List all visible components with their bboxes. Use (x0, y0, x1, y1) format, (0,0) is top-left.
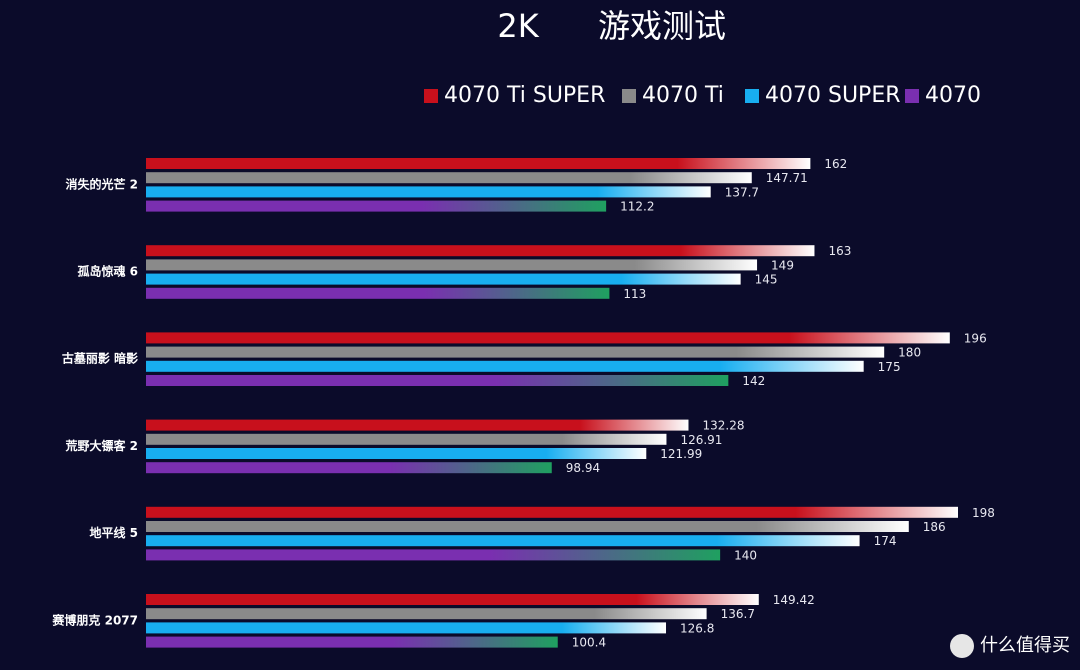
legend-label: 4070 SUPER (765, 83, 901, 108)
bar (146, 608, 707, 620)
category-label: 荒野大镖客 2 (64, 438, 138, 453)
bar (146, 636, 558, 648)
bar (146, 172, 752, 184)
value-label: 137.7 (725, 185, 759, 199)
value-label: 145 (755, 273, 778, 287)
watermark-icon (950, 634, 974, 658)
bar (146, 375, 729, 386)
bar (146, 419, 689, 431)
chart-title: 2K (497, 7, 539, 45)
bar (146, 622, 667, 634)
bar (146, 462, 552, 474)
legend-swatch (905, 89, 919, 103)
bar (146, 521, 909, 532)
bar (146, 158, 811, 169)
legend-swatch (745, 89, 759, 103)
value-label: 121.99 (660, 447, 702, 461)
value-label: 98.94 (566, 461, 600, 475)
category-label: 孤岛惊魂 6 (77, 264, 138, 279)
category-label: 消失的光芒 2 (65, 176, 138, 191)
value-label: 112.2 (620, 200, 654, 214)
value-label: 126.8 (680, 621, 714, 635)
bar (146, 186, 711, 198)
chart-subtitle: 游戏测试 (598, 7, 726, 45)
bar (146, 433, 667, 445)
value-label: 196 (964, 331, 987, 345)
value-label: 100.4 (572, 636, 606, 650)
bar (146, 200, 607, 212)
bar (146, 549, 721, 561)
bar (146, 594, 759, 605)
value-label: 175 (878, 360, 901, 374)
watermark: 什么值得买 (950, 634, 1070, 658)
value-label: 142 (742, 374, 765, 388)
bar (146, 273, 741, 285)
value-label: 149.42 (773, 593, 815, 607)
bar (146, 245, 815, 257)
watermark-text: 什么值得买 (980, 635, 1070, 656)
bar (146, 360, 864, 372)
value-label: 198 (972, 506, 995, 520)
bar (146, 448, 647, 459)
category-label: 古墓丽影 暗影 (62, 351, 138, 366)
legend-swatch (424, 89, 438, 103)
value-label: 186 (923, 520, 946, 534)
bar (146, 287, 610, 299)
legend-label: 4070 Ti (642, 83, 724, 108)
value-label: 113 (623, 287, 646, 301)
bar (146, 506, 958, 518)
bar (146, 259, 758, 271)
legend-label: 4070 (925, 83, 981, 108)
category-label: 赛博朋克 2077 (51, 612, 138, 627)
value-label: 149 (771, 258, 794, 272)
value-label: 174 (874, 534, 897, 548)
value-label: 147.71 (766, 171, 808, 185)
legend-label: 4070 Ti SUPER (444, 83, 605, 108)
legend-swatch (622, 89, 636, 103)
value-label: 140 (734, 548, 757, 562)
bar (146, 332, 950, 344)
value-label: 132.28 (702, 419, 744, 433)
bar (146, 346, 885, 358)
value-label: 126.91 (680, 433, 722, 447)
value-label: 136.7 (721, 607, 755, 621)
value-label: 163 (828, 244, 851, 258)
category-label: 地平线 5 (89, 525, 138, 540)
bar (146, 535, 860, 547)
value-label: 180 (898, 346, 921, 360)
value-label: 162 (824, 157, 847, 171)
